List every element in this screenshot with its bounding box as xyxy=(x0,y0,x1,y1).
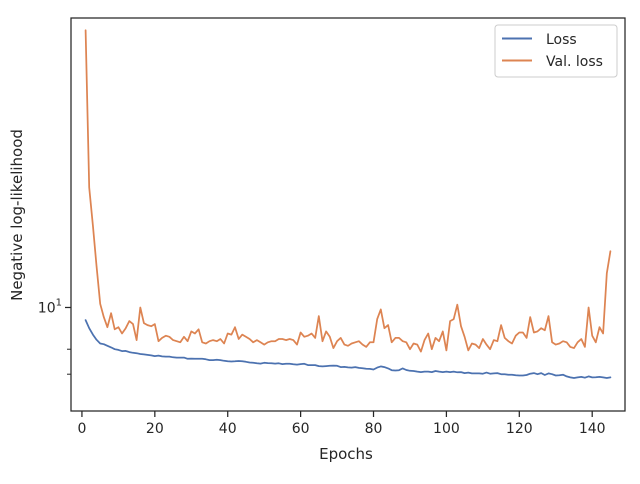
x-tick-label: 140 xyxy=(579,421,606,437)
axes-frame xyxy=(70,17,626,412)
x-tick-label: 20 xyxy=(146,421,164,437)
legend-label-val-loss: Val. loss xyxy=(546,54,603,70)
x-axis-label: Epochs xyxy=(319,445,373,463)
x-tick-label: 40 xyxy=(219,421,237,437)
x-tick-label: 100 xyxy=(433,421,460,437)
x-tick-label: 60 xyxy=(292,421,310,437)
x-axis-ticks: 0 20 40 60 80 100 120 140 xyxy=(77,411,606,437)
x-tick-label: 0 xyxy=(77,421,86,437)
y-axis-ticks: 101 xyxy=(38,297,71,375)
legend: Loss Val. loss xyxy=(494,24,618,78)
legend-label-loss: Loss xyxy=(546,32,577,48)
series-line-loss xyxy=(84,319,612,379)
x-tick-label: 80 xyxy=(365,421,383,437)
series-line-val-loss xyxy=(84,29,612,353)
plot-lines xyxy=(84,29,612,379)
y-axis-label: Negative log-likelihood xyxy=(8,129,26,301)
x-tick-label: 120 xyxy=(506,421,533,437)
y-tick-label: 101 xyxy=(38,297,62,316)
